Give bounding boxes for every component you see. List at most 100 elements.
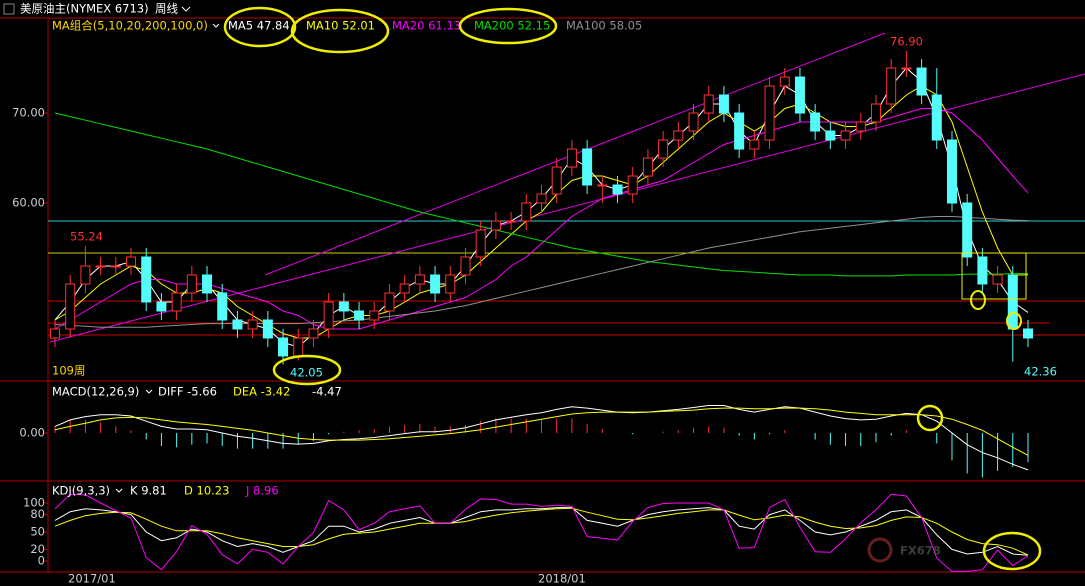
candle-body bbox=[65, 283, 76, 330]
y-tick-label: 50 bbox=[30, 524, 45, 538]
candle-body bbox=[658, 139, 669, 159]
highlight-circle bbox=[223, 6, 297, 48]
candle-body bbox=[293, 337, 304, 357]
candle-body bbox=[794, 76, 805, 114]
watermark-logo bbox=[867, 537, 893, 563]
candle-body bbox=[764, 85, 775, 141]
highlight-circle bbox=[458, 7, 558, 45]
candle-body bbox=[278, 337, 289, 357]
candle-body bbox=[354, 310, 365, 321]
kdj-line bbox=[54, 493, 1029, 572]
y-tick-label: 20 bbox=[30, 542, 45, 556]
candle-body bbox=[1023, 328, 1033, 339]
annotation: 109周 bbox=[52, 364, 85, 378]
y-tick-label: 60.00 bbox=[12, 196, 45, 210]
candle-body bbox=[414, 274, 425, 285]
panel-title: KDJ(9,3,3) bbox=[52, 484, 110, 498]
y-tick-label: 0 bbox=[38, 553, 45, 567]
candle-body bbox=[597, 184, 608, 187]
candle-body bbox=[551, 166, 562, 195]
candle-body bbox=[50, 328, 60, 339]
candle-body bbox=[506, 220, 517, 223]
title: 美原油主(NYMEX 6713) bbox=[20, 2, 149, 16]
legend-entry: MA10 52.01 bbox=[306, 19, 375, 33]
candle-body bbox=[962, 202, 973, 258]
icon bbox=[3, 3, 15, 15]
y-tick-label: 0.00 bbox=[19, 425, 45, 439]
candle-body bbox=[627, 175, 638, 195]
candle-body bbox=[80, 265, 91, 285]
period[interactable]: 周线 bbox=[155, 2, 178, 16]
ma-line bbox=[54, 216, 1029, 328]
candle-body bbox=[445, 274, 456, 294]
candle-body bbox=[992, 274, 1003, 285]
highlight-circle bbox=[916, 404, 944, 432]
macd-line bbox=[54, 407, 1029, 456]
candle-body bbox=[886, 67, 897, 105]
annotation: 42.36 bbox=[1024, 365, 1057, 379]
legend-entry: DIFF -5.66 bbox=[158, 385, 217, 399]
legend-entry: MA5 47.84 bbox=[228, 19, 290, 33]
candle-body bbox=[566, 148, 577, 168]
y-tick-label: 100 bbox=[23, 495, 45, 509]
candle-body bbox=[95, 265, 106, 268]
candle-body bbox=[490, 220, 501, 231]
candle-body bbox=[916, 67, 927, 96]
dropdown-icon[interactable] bbox=[212, 23, 220, 28]
legend-entry: MA20 61.13 bbox=[392, 19, 461, 33]
candle-body bbox=[870, 103, 881, 123]
annotation: 42.05 bbox=[290, 366, 323, 380]
annotation: 55.24 bbox=[70, 230, 103, 244]
candle-body bbox=[217, 292, 228, 321]
x-tick-label: 2017/01 bbox=[68, 572, 116, 586]
candle-body bbox=[126, 256, 137, 267]
candle-body bbox=[384, 292, 395, 312]
dropdown-icon[interactable] bbox=[145, 389, 153, 394]
macd-line bbox=[54, 405, 1029, 471]
ma-line bbox=[54, 112, 1028, 277]
candle-body bbox=[430, 274, 441, 294]
highlight-circle bbox=[272, 354, 342, 386]
candle-body bbox=[521, 202, 532, 222]
highlight-circle bbox=[970, 290, 986, 310]
candle-body bbox=[186, 274, 197, 294]
candle-body bbox=[612, 184, 623, 195]
candle-body bbox=[323, 301, 334, 330]
candle-body bbox=[840, 130, 851, 141]
candle-body bbox=[156, 301, 167, 312]
candle-body bbox=[262, 319, 273, 339]
legend-entry: D 10.23 bbox=[184, 484, 229, 498]
legend-entry: J 8.96 bbox=[245, 484, 279, 498]
highlight-circle bbox=[982, 531, 1042, 571]
kdj-line bbox=[54, 507, 1029, 556]
legend-title: MA组合(5,10,20,200,100,0) bbox=[52, 19, 208, 33]
candle-body bbox=[1007, 274, 1018, 330]
panel-title: MACD(12,26,9) bbox=[52, 385, 139, 399]
candle-body bbox=[825, 130, 836, 141]
candle-body bbox=[460, 256, 471, 276]
highlight-circle bbox=[290, 8, 390, 54]
legend-entry: DEA -3.42 bbox=[233, 385, 290, 399]
candle-body bbox=[779, 76, 790, 87]
dropdown-icon[interactable] bbox=[115, 488, 123, 493]
candle-body bbox=[202, 274, 213, 294]
candle-body bbox=[642, 157, 653, 177]
x-tick-label: 2018/01 bbox=[538, 572, 586, 586]
highlight-box bbox=[961, 252, 1027, 300]
candle-body bbox=[247, 319, 258, 330]
ma-line bbox=[54, 108, 1029, 330]
candle-body bbox=[475, 229, 486, 258]
candle-body bbox=[901, 67, 912, 70]
candle-body bbox=[734, 112, 745, 150]
legend-entry: -4.47 bbox=[312, 385, 342, 399]
candle-body bbox=[582, 148, 593, 186]
candle-body bbox=[855, 121, 866, 132]
y-tick-label: 70.00 bbox=[12, 106, 45, 120]
candle-body bbox=[171, 292, 182, 312]
dropdown-icon[interactable] bbox=[181, 6, 191, 12]
candle-body bbox=[977, 256, 988, 285]
candle-body bbox=[232, 319, 243, 330]
candle-body bbox=[308, 328, 319, 339]
